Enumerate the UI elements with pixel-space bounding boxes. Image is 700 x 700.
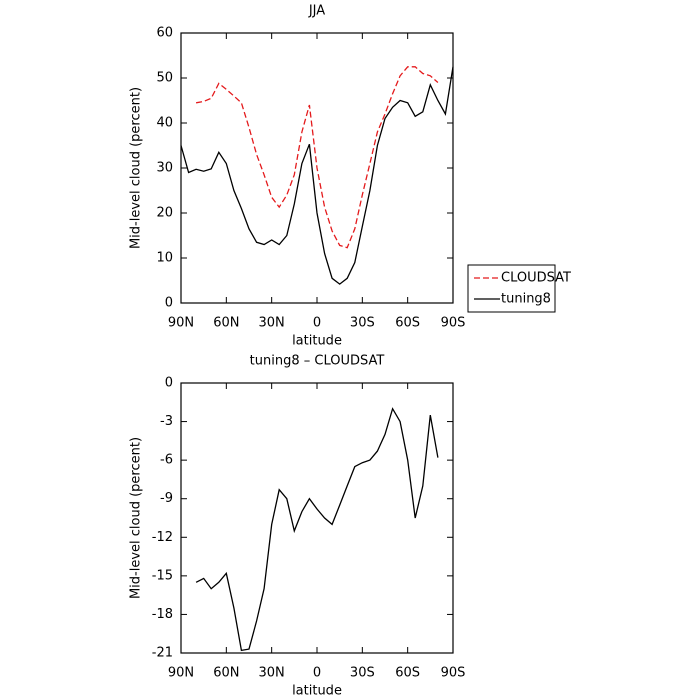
series-line <box>180 66 454 285</box>
y-tick-label: 10 <box>156 251 173 266</box>
y-tick-label: -12 <box>152 530 173 545</box>
x-tick-label: 60N <box>213 666 239 681</box>
x-tick-label: 0 <box>313 316 321 331</box>
x-tick-label: 90N <box>168 316 194 331</box>
y-tick-label: -3 <box>160 414 173 429</box>
y-tick-label: 60 <box>156 26 173 41</box>
y-tick-label: -15 <box>152 568 173 583</box>
x-tick-label: 0 <box>313 666 321 681</box>
y-tick-label: -21 <box>152 646 173 661</box>
y-axis-label: Mid-level cloud (percent) <box>129 87 144 249</box>
x-tick-label: 60S <box>395 316 420 331</box>
plot-frame <box>180 382 454 654</box>
chart-title: JJA <box>308 4 325 19</box>
x-tick-label: 30S <box>350 666 375 681</box>
y-axis-label: Mid-level cloud (percent) <box>129 437 144 599</box>
chart-title: tuning8 – CLOUDSAT <box>250 354 385 369</box>
plot-frame <box>180 32 454 304</box>
x-axis-label: latitude <box>292 334 342 349</box>
series-line <box>195 66 439 249</box>
x-axis-label: latitude <box>292 684 342 699</box>
x-tick-label: 90N <box>168 666 194 681</box>
y-tick-label: 40 <box>156 116 173 131</box>
x-tick-label: 30N <box>259 666 285 681</box>
y-tick-label: 50 <box>156 71 173 86</box>
x-tick-label: 30N <box>259 316 285 331</box>
y-tick-label: 0 <box>165 296 173 311</box>
x-tick-label: 90S <box>441 666 466 681</box>
y-tick-label: -18 <box>152 607 173 622</box>
x-tick-label: 90S <box>441 316 466 331</box>
y-tick-label: -6 <box>160 453 173 468</box>
series-line <box>195 407 439 652</box>
x-tick-label: 30S <box>350 316 375 331</box>
y-tick-label: 0 <box>165 376 173 391</box>
y-tick-label: 20 <box>156 206 173 221</box>
y-tick-label: 30 <box>156 161 173 176</box>
x-tick-label: 60N <box>213 316 239 331</box>
x-tick-label: 60S <box>395 666 420 681</box>
legend-label: CLOUDSAT <box>501 271 571 286</box>
legend-box <box>467 264 556 313</box>
y-tick-label: -9 <box>160 491 173 506</box>
legend-label: tuning8 <box>501 292 551 307</box>
